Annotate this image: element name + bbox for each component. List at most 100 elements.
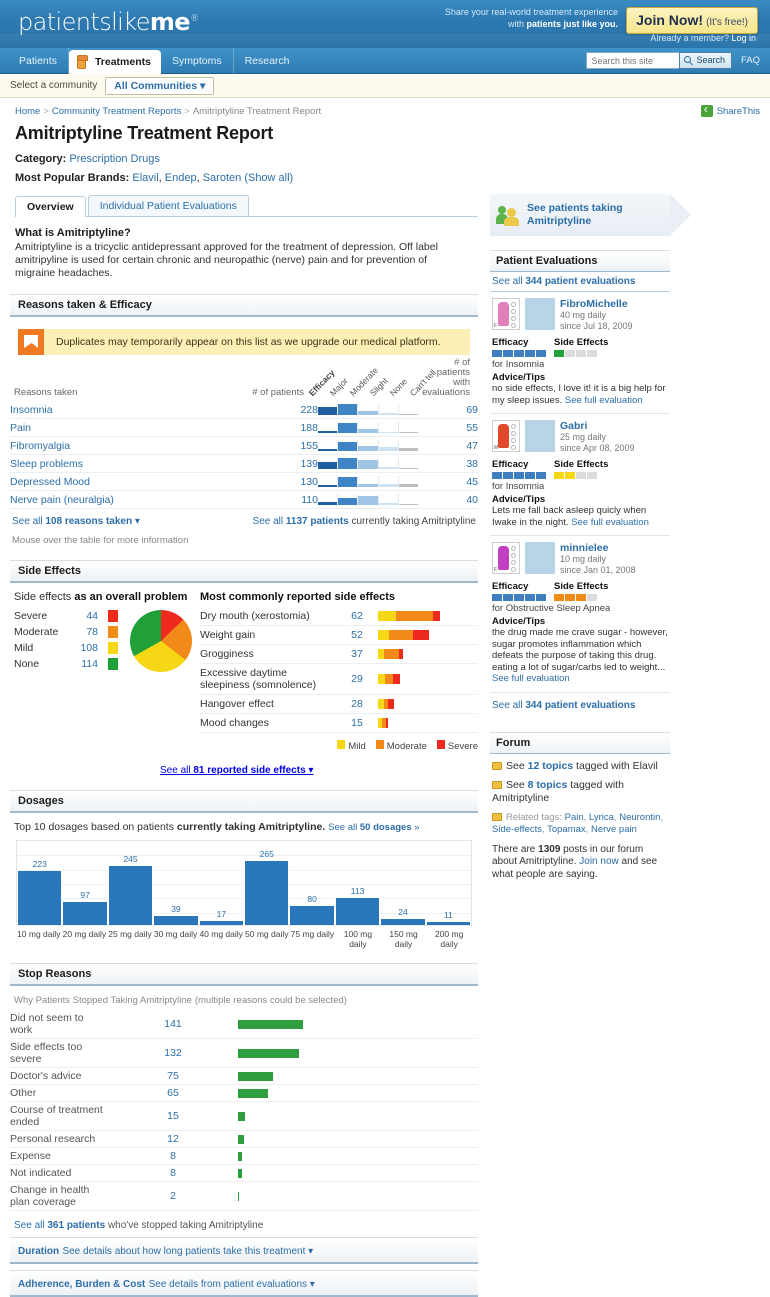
- tab-overview[interactable]: Overview: [15, 196, 86, 217]
- table-row[interactable]: Dry mouth (xerostomia) 62: [200, 607, 478, 626]
- see-patients-link[interactable]: See patients taking Amitriptyline: [527, 202, 623, 228]
- forum-row1-link[interactable]: 12 topics: [527, 759, 574, 772]
- efficacy-cell[interactable]: [318, 436, 419, 455]
- side-effect-count[interactable]: 29: [336, 663, 378, 695]
- stop-reason-count[interactable]: 2: [108, 1181, 238, 1211]
- related-tag-link[interactable]: Pain: [564, 811, 584, 823]
- reason-name-cell[interactable]: Fibromyalgia: [10, 436, 248, 455]
- nav-item-patients[interactable]: Patients: [8, 48, 69, 74]
- search-button[interactable]: Search: [679, 52, 732, 69]
- breadcrumb-home[interactable]: Home: [15, 106, 41, 117]
- stop-reason-count[interactable]: 65: [108, 1084, 238, 1102]
- reason-link[interactable]: Pain: [10, 421, 32, 434]
- related-tag-link[interactable]: Topamax: [547, 823, 586, 835]
- table-row[interactable]: Change in health plan coverage 2: [10, 1181, 478, 1211]
- table-row[interactable]: Mood changes 15: [200, 713, 478, 733]
- severity-value[interactable]: 108: [80, 642, 98, 654]
- dosage-bar-cell[interactable]: 223: [17, 841, 63, 925]
- table-row[interactable]: Hangover effect 28: [200, 694, 478, 714]
- table-row[interactable]: Did not seem to work 141: [10, 1010, 478, 1039]
- severity-value[interactable]: 44: [86, 610, 98, 622]
- patient-username[interactable]: minnielee: [560, 542, 609, 554]
- site-logo[interactable]: patientslikeme®: [18, 8, 199, 36]
- side-effect-count[interactable]: 62: [336, 607, 378, 626]
- table-row[interactable]: Excessive daytime sleepiness (somnolence…: [200, 663, 478, 695]
- login-link[interactable]: Log in: [731, 33, 756, 43]
- stop-reason-count[interactable]: 8: [108, 1147, 238, 1165]
- dosage-bar-cell[interactable]: 39: [153, 841, 199, 925]
- avatar[interactable]: [525, 542, 555, 574]
- table-row[interactable]: Depressed Mood 130 45: [10, 472, 478, 491]
- table-row[interactable]: Grogginess 37: [200, 644, 478, 664]
- tab-individual-patient-evaluations[interactable]: Individual Patient Evaluations: [87, 195, 249, 216]
- avatar[interactable]: [525, 420, 555, 452]
- table-row[interactable]: Expense 8: [10, 1147, 478, 1165]
- nav-item-symptoms[interactable]: Symptoms: [161, 48, 234, 74]
- reason-name-cell[interactable]: Depressed Mood: [10, 472, 248, 491]
- join-now-button[interactable]: Join Now! (It's free!): [626, 7, 758, 34]
- side-effect-count[interactable]: 52: [336, 625, 378, 645]
- related-tag-link[interactable]: Neurontin: [619, 811, 661, 823]
- table-row[interactable]: Nerve pain (neuralgia) 110 40: [10, 490, 478, 509]
- related-tag-link[interactable]: Side-effects: [492, 823, 542, 835]
- reason-link[interactable]: Depressed Mood: [10, 475, 90, 488]
- side-effect-count[interactable]: 37: [336, 644, 378, 664]
- see-all-side-effects-link[interactable]: See all 81 reported side effects ▾: [160, 765, 313, 776]
- table-row[interactable]: Personal research 12: [10, 1130, 478, 1148]
- search-input[interactable]: [586, 52, 680, 69]
- reason-name-cell[interactable]: Nerve pain (neuralgia): [10, 490, 248, 509]
- see-all-stopped-link[interactable]: See all 361 patients: [14, 1220, 105, 1231]
- nav-item-research[interactable]: Research: [244, 55, 290, 67]
- reason-name-cell[interactable]: Sleep problems: [10, 454, 248, 473]
- category-link[interactable]: Prescription Drugs: [69, 153, 160, 165]
- forum-join-now-link[interactable]: Join now: [579, 856, 619, 867]
- table-row[interactable]: Other 65: [10, 1084, 478, 1102]
- severity-value[interactable]: 114: [81, 658, 98, 670]
- reason-link[interactable]: Insomnia: [10, 403, 53, 416]
- efficacy-cell[interactable]: [318, 401, 419, 419]
- stop-reason-count[interactable]: 8: [108, 1164, 238, 1182]
- efficacy-cell[interactable]: [318, 490, 419, 509]
- see-patients-banner[interactable]: See patients taking Amitriptyline: [490, 194, 691, 236]
- dosage-bar-cell[interactable]: 80: [289, 841, 335, 925]
- stop-reason-count[interactable]: 141: [108, 1010, 238, 1039]
- dosage-bar-cell[interactable]: 245: [107, 841, 154, 925]
- community-select[interactable]: All Communities ▾: [105, 76, 215, 95]
- table-row[interactable]: Fibromyalgia 155 47: [10, 436, 478, 455]
- dosage-bar-cell[interactable]: 113: [334, 841, 381, 925]
- breadcrumb-reports[interactable]: Community Treatment Reports: [51, 106, 182, 117]
- brand-saroten[interactable]: Saroten: [202, 172, 242, 184]
- table-row[interactable]: Insomnia 228 69: [10, 401, 478, 419]
- dosage-bar-cell[interactable]: 265: [244, 841, 290, 925]
- efficacy-cell[interactable]: [318, 472, 419, 491]
- see-full-evaluation-link[interactable]: See full evaluation: [571, 516, 649, 528]
- dosage-bar-cell[interactable]: 11: [425, 841, 472, 925]
- table-row[interactable]: Sleep problems 139 38: [10, 454, 478, 473]
- side-effect-count[interactable]: 15: [336, 713, 378, 733]
- table-row[interactable]: Weight gain 52: [200, 625, 478, 645]
- stop-reason-count[interactable]: 12: [108, 1130, 238, 1148]
- see-all-reasons-link[interactable]: See all 108 reasons taken ▾: [12, 516, 140, 527]
- brand-endep[interactable]: Endep: [164, 172, 197, 184]
- table-row[interactable]: Pain 188 55: [10, 418, 478, 437]
- dosage-bar-cell[interactable]: 24: [380, 841, 426, 925]
- brand-elavil[interactable]: Elavil: [132, 172, 159, 184]
- see-all-dosages-link[interactable]: See all 50 dosages »: [328, 822, 419, 833]
- share-this[interactable]: ShareThis: [700, 102, 760, 117]
- patient-username[interactable]: Gabri: [560, 420, 588, 432]
- table-row[interactable]: Not indicated 8: [10, 1164, 478, 1182]
- adherence-collapsible[interactable]: Adherence, Burden & Cost See details fro…: [10, 1270, 478, 1297]
- table-row[interactable]: Course of treatment ended 15: [10, 1101, 478, 1131]
- stop-reason-count[interactable]: 75: [108, 1067, 238, 1085]
- avatar[interactable]: [525, 298, 555, 330]
- efficacy-cell[interactable]: [318, 418, 419, 437]
- forum-row2-link[interactable]: 8 topics: [527, 778, 568, 791]
- stop-reason-count[interactable]: 15: [108, 1101, 238, 1131]
- nav-item-treatments[interactable]: Treatments: [68, 50, 161, 74]
- patient-username[interactable]: FibroMichelle: [560, 298, 628, 310]
- reason-link[interactable]: Sleep problems: [10, 457, 83, 470]
- see-full-evaluation-link[interactable]: See full evaluation: [564, 394, 643, 406]
- see-all-evaluations-bottom[interactable]: See all 344 patient evaluations: [490, 693, 670, 718]
- table-row[interactable]: Side effects too severe 132: [10, 1038, 478, 1068]
- table-row[interactable]: Doctor's advice 75: [10, 1067, 478, 1085]
